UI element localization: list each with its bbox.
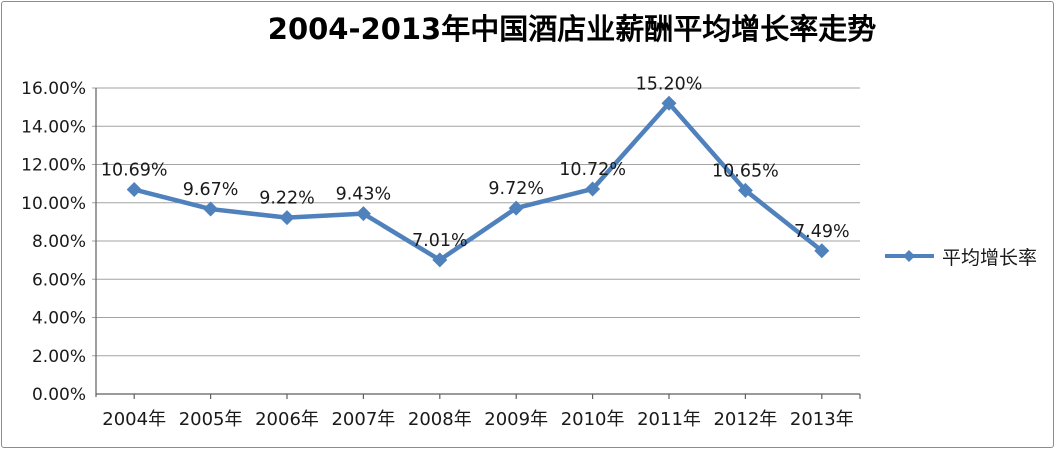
data-label: 9.67% [183,180,239,200]
x-tick-label: 2010年 [561,409,625,430]
data-label: 15.20% [636,74,703,94]
y-tick-label: 6.00% [32,270,86,290]
data-label: 10.65% [712,161,779,181]
chart-border [1,1,1054,448]
y-tick-label: 0.00% [32,385,86,405]
y-tick-label: 8.00% [32,232,86,252]
data-point-marker [126,182,142,198]
data-label: 10.69% [101,161,168,181]
y-tick-label: 4.00% [32,309,86,329]
legend-diamond-marker [903,250,915,262]
data-point-marker [814,243,830,259]
y-tick-label: 12.00% [21,156,86,176]
y-tick-label: 14.00% [21,117,86,137]
legend-label: 平均增长率 [942,246,1038,269]
data-point-marker [203,201,219,217]
data-point-marker [355,206,371,222]
y-tick-label: 10.00% [21,194,86,214]
data-point-marker [585,181,601,197]
x-tick-label: 2004年 [102,409,166,430]
data-label: 9.43% [336,185,392,205]
data-point-marker [279,210,295,226]
legend-line-marker-icon [885,250,934,262]
x-tick-label: 2007年 [331,409,395,430]
data-label: 10.72% [559,160,626,180]
y-tick-label: 2.00% [32,347,86,367]
x-tick-label: 2006年 [255,409,319,430]
x-tick-label: 2011年 [637,409,701,430]
x-tick-label: 2008年 [408,409,472,430]
data-point-marker [737,182,753,198]
data-label: 7.49% [794,222,850,242]
data-label: 9.22% [259,189,315,209]
x-tick-label: 2013年 [790,409,854,430]
data-point-marker [432,252,448,268]
x-tick-label: 2005年 [179,409,243,430]
series-line [131,101,825,263]
data-point-marker [661,95,677,111]
data-point-marker [508,200,524,216]
data-label: 7.01% [412,231,468,251]
x-tick-label: 2009年 [484,409,548,430]
chart-title: 2004-2013年中国酒店业薪酬平均增长率走势 [267,12,877,46]
data-label: 9.72% [488,179,544,199]
y-tick-label: 16.00% [21,79,86,99]
x-tick-label: 2012年 [713,409,777,430]
legend: 平均增长率 [884,243,1037,269]
